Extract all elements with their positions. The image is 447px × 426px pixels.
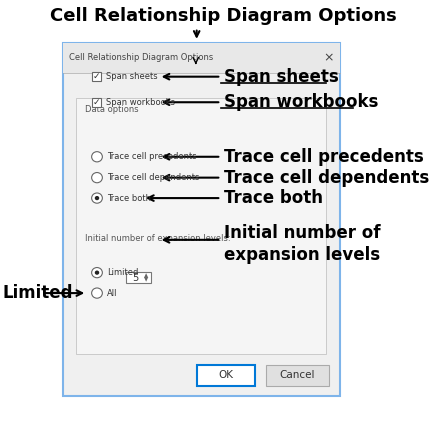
Text: Data options: Data options	[85, 105, 139, 115]
Text: OK: OK	[218, 370, 233, 380]
Text: Trace cell dependents: Trace cell dependents	[224, 169, 429, 187]
Text: Span workbooks: Span workbooks	[106, 98, 175, 107]
Circle shape	[92, 173, 102, 183]
Text: Cancel: Cancel	[279, 370, 315, 380]
Circle shape	[92, 193, 102, 203]
Circle shape	[92, 288, 102, 298]
Text: Span sheets: Span sheets	[106, 72, 157, 81]
Text: Trace cell precedents: Trace cell precedents	[107, 152, 197, 161]
Text: Cell Relationship Diagram Options: Cell Relationship Diagram Options	[69, 53, 214, 63]
Text: ✓: ✓	[93, 98, 100, 107]
Text: Initial number of expansion levels:: Initial number of expansion levels:	[85, 234, 231, 243]
Text: Trace cell dependents: Trace cell dependents	[107, 173, 199, 182]
Text: Trace both: Trace both	[107, 193, 151, 203]
Text: Limited: Limited	[107, 268, 138, 277]
Circle shape	[95, 196, 99, 200]
Circle shape	[92, 268, 102, 278]
Text: 5: 5	[132, 273, 139, 283]
Text: Span sheets: Span sheets	[224, 68, 338, 86]
Text: Cell Relationship Diagram Options: Cell Relationship Diagram Options	[50, 7, 397, 25]
Circle shape	[95, 271, 99, 275]
Text: All: All	[107, 288, 117, 298]
Text: ×: ×	[323, 52, 334, 64]
Bar	[126, 272, 151, 283]
FancyBboxPatch shape	[63, 43, 340, 396]
FancyBboxPatch shape	[266, 365, 329, 386]
Text: Trace both: Trace both	[224, 189, 322, 207]
FancyBboxPatch shape	[197, 365, 255, 386]
Text: Initial number of
expansion levels: Initial number of expansion levels	[224, 224, 380, 264]
Bar	[92, 72, 101, 81]
Bar	[92, 98, 101, 107]
FancyBboxPatch shape	[76, 98, 326, 354]
Circle shape	[92, 152, 102, 162]
Text: ✓: ✓	[93, 72, 100, 81]
FancyBboxPatch shape	[63, 43, 340, 73]
Text: Span workbooks: Span workbooks	[224, 93, 378, 111]
Text: ▲: ▲	[143, 273, 148, 278]
Text: Limited: Limited	[2, 284, 73, 302]
Text: Trace cell precedents: Trace cell precedents	[224, 148, 423, 166]
Text: ▼: ▼	[143, 277, 148, 282]
